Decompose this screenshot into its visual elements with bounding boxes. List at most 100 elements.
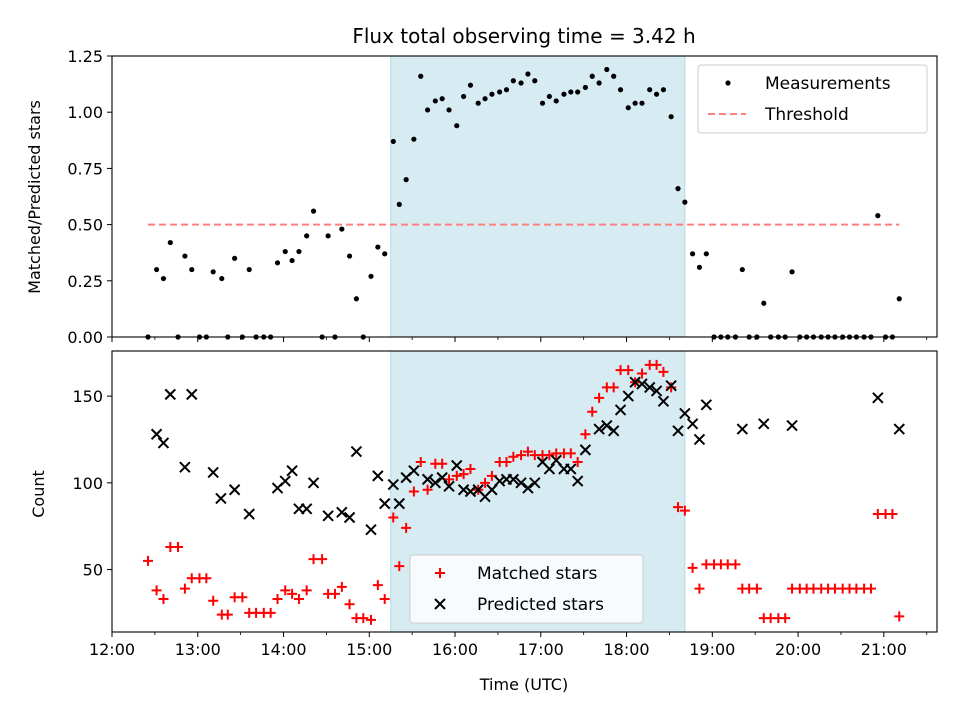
- measurement-point: [489, 91, 495, 97]
- matched-star-point: [344, 599, 355, 610]
- predicted-star-point: [543, 463, 556, 475]
- measurement-point: [432, 98, 438, 104]
- matched-star-point: [679, 505, 690, 516]
- top-y-tick-label: 0.50: [67, 216, 103, 235]
- matched-star-point: [308, 554, 319, 565]
- matched-star-point: [565, 448, 576, 459]
- measurement-point: [411, 136, 417, 142]
- matched-star-point: [465, 463, 476, 474]
- x-tick-label: 12:00: [89, 640, 135, 659]
- measurement-point: [167, 239, 173, 246]
- measurement-point: [653, 91, 660, 97]
- measurement-point: [282, 248, 288, 255]
- predicted-star-point: [436, 471, 448, 484]
- measurement-point: [153, 266, 160, 273]
- predicted-star-point: [443, 480, 455, 493]
- predicted-star-point: [571, 475, 584, 487]
- predicted-star-point: [286, 464, 298, 477]
- measurement-point: [510, 78, 516, 84]
- measurement-point: [339, 226, 345, 232]
- matched-star-point: [673, 502, 684, 513]
- bottom-panel: 50 100 150 12:00 13:00 14:00 15:00 16:00 17:00 18…: [72, 350, 938, 659]
- matched-star-point: [522, 446, 533, 457]
- measurement-point: [403, 177, 409, 183]
- predicted-star-point: [593, 423, 605, 435]
- matched-star-point: [208, 595, 219, 606]
- matched-star-point: [636, 368, 647, 379]
- bottom-series-0: [143, 359, 905, 625]
- top-y-axis-label: Matched/Predicted stars: [25, 100, 44, 294]
- predicted-star-point: [207, 466, 219, 479]
- measurement-point: [696, 264, 703, 270]
- top-observing-span: [390, 55, 686, 338]
- matched-star-point: [201, 573, 212, 584]
- measurement-point: [689, 251, 696, 257]
- measurement-point: [739, 266, 745, 273]
- predicted-star-point: [429, 477, 442, 489]
- matched-star-point: [437, 458, 448, 469]
- measurement-point: [439, 96, 445, 102]
- measurement-point: [353, 296, 360, 302]
- matched-star-point: [580, 429, 591, 440]
- predicted-star-point: [700, 399, 713, 411]
- matched-star-point: [158, 594, 169, 605]
- predicted-star-point: [150, 428, 163, 440]
- matched-star-point: [751, 583, 762, 594]
- matched-star-point: [265, 607, 276, 618]
- measurement-point: [518, 80, 524, 86]
- measurement-point: [210, 269, 216, 275]
- matched-star-point: [865, 583, 876, 594]
- bottom-legend-box: [409, 554, 644, 624]
- measurement-point: [382, 251, 388, 257]
- matched-star-point: [666, 382, 677, 393]
- measurement-point: [539, 100, 546, 106]
- predicted-star-point: [300, 503, 313, 515]
- matched-star-point: [329, 588, 340, 599]
- matched-star-point: [623, 365, 634, 376]
- predicted-star-point: [657, 395, 670, 408]
- predicted-star-point: [365, 523, 377, 536]
- predicted-star-point: [215, 492, 227, 505]
- bottom-y-tick-label: 100: [72, 474, 103, 493]
- predicted-star-point: [522, 482, 534, 494]
- top-panel: 0.00 0.25 0.50 0.75 1.00 1.25 Measurements Thre…: [67, 47, 938, 347]
- measurement-point: [189, 266, 195, 273]
- predicted-star-point: [157, 437, 170, 449]
- bottom-axes-frame: [111, 350, 938, 633]
- legend-label: Predicted stars: [477, 595, 604, 615]
- measurement-point: [546, 93, 552, 100]
- predicted-star-point: [579, 444, 592, 456]
- predicted-star-point: [228, 484, 241, 496]
- x-tick-label: 16:00: [432, 640, 478, 659]
- predicted-star-point: [565, 463, 577, 475]
- measurement-point: [296, 248, 302, 255]
- matched-star-point: [415, 457, 426, 468]
- measurement-point: [896, 296, 902, 302]
- matched-star-point: [480, 477, 491, 488]
- bottom-series-1: [150, 376, 905, 536]
- matched-star-point: [379, 594, 390, 605]
- predicted-star-point: [629, 376, 641, 388]
- top-legend-box: [697, 64, 928, 134]
- matched-star-point: [179, 583, 190, 594]
- predicted-star-point: [686, 418, 699, 430]
- measurement-point: [246, 266, 252, 273]
- legend-marker-matched: [435, 568, 445, 578]
- matched-star-point: [608, 382, 619, 393]
- x-tick-label: 15:00: [346, 640, 392, 659]
- measurement-point: [475, 100, 481, 106]
- matched-star-point: [780, 613, 791, 624]
- bottom-y-tick-label: 50: [83, 561, 103, 580]
- measurement-point: [617, 87, 624, 93]
- measurement-point: [396, 201, 402, 207]
- matched-star-point: [444, 474, 455, 485]
- predicted-star-point: [665, 379, 677, 392]
- matched-star-point: [280, 585, 291, 596]
- matched-star-point: [293, 594, 304, 605]
- x-tick-label: 13:00: [175, 640, 221, 659]
- matched-star-point: [394, 561, 405, 572]
- measurement-point: [160, 275, 167, 282]
- matched-star-point: [301, 585, 312, 596]
- matched-star-point: [143, 555, 154, 566]
- matched-star-point: [887, 509, 898, 520]
